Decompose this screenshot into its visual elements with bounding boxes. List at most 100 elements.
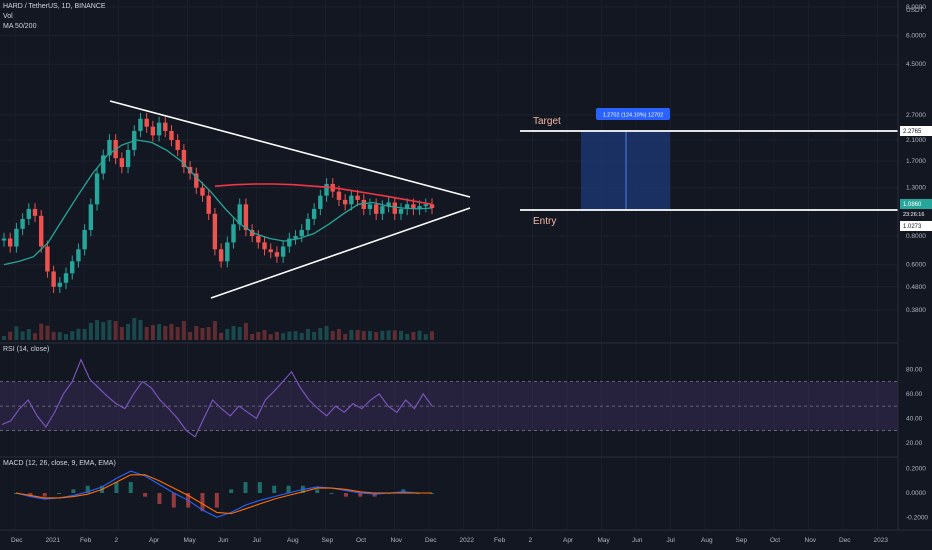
candle[interactable] (63, 273, 69, 283)
rsi-band (0, 381, 898, 431)
candle[interactable] (349, 195, 354, 205)
volume-bar (2, 336, 6, 340)
candle[interactable] (218, 249, 224, 262)
macd-pane[interactable] (14, 470, 434, 518)
unit-label: USDT (906, 7, 924, 14)
candle[interactable] (268, 249, 273, 253)
candle[interactable] (249, 229, 255, 236)
macd-histogram-bar (114, 482, 119, 493)
candle[interactable] (20, 218, 25, 229)
volume-bar (144, 327, 149, 340)
candle[interactable] (411, 204, 416, 209)
candle[interactable] (107, 139, 112, 156)
candle[interactable] (417, 206, 422, 209)
candle[interactable] (57, 282, 63, 287)
candle[interactable] (150, 126, 156, 136)
candle[interactable] (76, 249, 81, 262)
candle[interactable] (392, 202, 397, 214)
lower-trendline[interactable] (210, 207, 471, 299)
time-tick-label: May (598, 537, 611, 544)
candle[interactable] (237, 204, 242, 225)
candle[interactable] (212, 213, 218, 250)
candle[interactable] (324, 183, 329, 196)
candle[interactable] (138, 118, 143, 131)
candle[interactable] (194, 173, 199, 188)
candle[interactable] (26, 208, 32, 219)
candle[interactable] (225, 242, 230, 262)
candle[interactable] (274, 252, 280, 257)
candle[interactable] (280, 246, 286, 257)
candle[interactable] (144, 118, 149, 127)
candle[interactable] (70, 261, 75, 274)
candle[interactable] (1, 238, 7, 241)
rsi-line[interactable] (1, 358, 433, 438)
trend-drawings[interactable]: 1.2702 (124.10%) 12702 Target Entry (109, 100, 898, 299)
candle[interactable] (380, 206, 385, 214)
volume-bar (318, 328, 323, 340)
macd-histogram-bar (315, 489, 320, 493)
candle[interactable] (175, 139, 180, 150)
candle[interactable] (342, 199, 348, 205)
candle[interactable] (318, 195, 323, 209)
price-tick-label: 0.6000 (906, 262, 926, 269)
candle[interactable] (51, 271, 56, 287)
time-tick-label: 2022 (460, 537, 475, 544)
candle[interactable] (82, 229, 87, 250)
current-price-tag-bg (900, 199, 932, 209)
candle[interactable] (355, 195, 360, 200)
candle[interactable] (373, 204, 379, 214)
candle[interactable] (429, 204, 435, 209)
candle[interactable] (8, 238, 13, 247)
candle[interactable] (287, 238, 292, 247)
candle[interactable] (398, 208, 404, 214)
candle[interactable] (231, 224, 236, 243)
candle[interactable] (299, 229, 304, 236)
upper-trendline[interactable] (109, 100, 471, 198)
volume-bar (119, 327, 124, 340)
time-tick-label: 2021 (46, 537, 61, 544)
candle[interactable] (14, 228, 19, 247)
candle[interactable] (125, 149, 131, 168)
volume-bar (417, 330, 422, 340)
candle[interactable] (200, 187, 205, 196)
candle[interactable] (256, 236, 261, 243)
ma200-line (214, 183, 433, 206)
candle[interactable] (119, 158, 125, 168)
candle[interactable] (39, 215, 44, 247)
volume-bar (361, 331, 366, 340)
time-axis[interactable]: Dec 2021 Feb 2 Apr May Jun Jul Aug Sep Oct Nov Dec 20… (0, 529, 932, 544)
candle[interactable] (361, 199, 366, 209)
rsi-pane[interactable] (0, 358, 898, 438)
price-tick-label: 4.5000 (906, 61, 926, 68)
candle[interactable] (101, 155, 106, 174)
candle[interactable] (293, 236, 298, 239)
candle[interactable] (336, 191, 342, 200)
candle[interactable] (367, 204, 373, 209)
candle[interactable] (305, 218, 311, 230)
candle[interactable] (169, 130, 174, 140)
macd-line[interactable] (15, 470, 432, 518)
signal-line[interactable] (15, 474, 432, 515)
candle[interactable] (94, 173, 100, 205)
candle[interactable] (404, 204, 410, 209)
volume-bar (411, 332, 416, 340)
candle[interactable] (311, 208, 317, 219)
rsi-tick-label: 60.00 (906, 391, 923, 398)
candle[interactable] (156, 122, 162, 136)
candle[interactable] (262, 242, 267, 250)
time-tick-label: Dec (839, 537, 851, 544)
candle[interactable] (181, 149, 187, 168)
candle[interactable] (88, 204, 94, 230)
candle[interactable] (423, 204, 428, 207)
candle[interactable] (206, 195, 211, 214)
candle[interactable] (32, 208, 38, 216)
candle[interactable] (243, 204, 249, 230)
macd-histogram-bar (42, 493, 47, 497)
candle[interactable] (45, 246, 50, 272)
candle[interactable] (386, 202, 391, 207)
volume-bar (70, 331, 75, 340)
candle[interactable] (163, 122, 168, 131)
time-tick-label: Jul (253, 537, 262, 544)
price-axis[interactable]: 8.0000 6.0000 4.5000 2.7000 2.1000 1.7000 1.30… (897, 0, 932, 530)
